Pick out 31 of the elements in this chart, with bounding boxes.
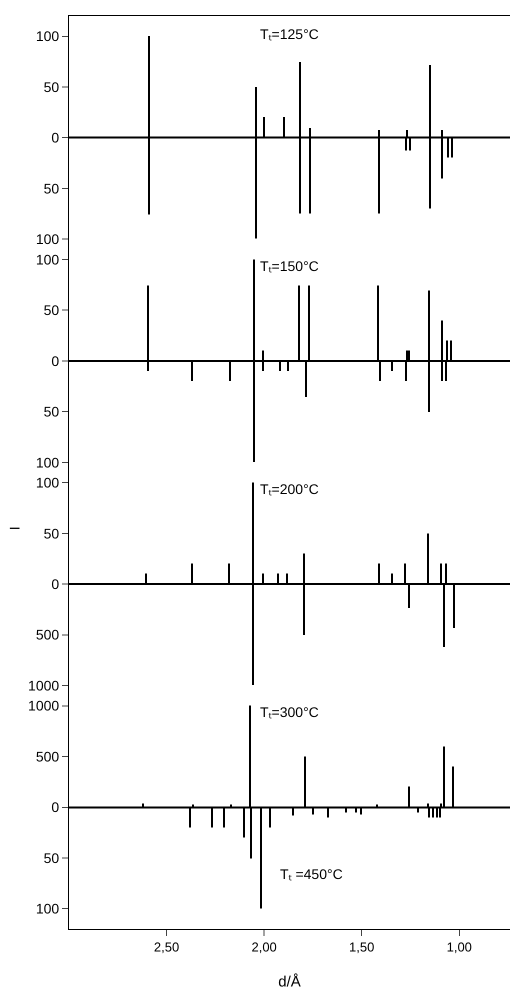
y-tick-label: 50 xyxy=(44,180,60,196)
y-tick-label: 50 xyxy=(44,404,60,420)
y-tick-label: 100 xyxy=(36,900,60,917)
y-tick-label: 0 xyxy=(51,130,60,146)
y-tick-label: 500 xyxy=(36,626,60,643)
y-tick-label: 100 xyxy=(36,28,60,44)
annotation: Tₜ=150°C xyxy=(260,258,319,274)
y-tick-label: 1000 xyxy=(28,677,60,694)
y-tick-label: 0 xyxy=(51,799,60,816)
annotation: Tₜ=125°C xyxy=(260,26,319,42)
y-tick-label: 100 xyxy=(36,231,60,248)
y-tick-label: 50 xyxy=(44,850,60,866)
annotation: Tₜ=200°C xyxy=(260,481,319,497)
y-tick-label: 500 xyxy=(36,748,60,764)
x-tick-label: 2,50 xyxy=(154,940,180,955)
y-tick-label: 100 xyxy=(36,474,60,491)
x-tick-label: 2,00 xyxy=(251,940,277,955)
annotation: Tₜ =450°C xyxy=(280,866,343,882)
y-tick-label: 100 xyxy=(36,251,60,268)
y-tick-label: 50 xyxy=(44,78,60,95)
x-tick-label: 1,00 xyxy=(446,940,472,955)
y-tick-label: 0 xyxy=(51,576,60,592)
x-axis-title: d/Å xyxy=(278,972,301,991)
y-tick-label: 50 xyxy=(44,525,60,542)
annotation: Tₜ=300°C xyxy=(260,704,319,720)
x-tick-label: 1,50 xyxy=(349,940,374,955)
y-tick-label: 0 xyxy=(51,352,60,369)
y-tick-label: 50 xyxy=(44,302,60,318)
y-axis-title: I xyxy=(6,526,22,530)
y-tick-label: 1000 xyxy=(28,698,60,714)
y-tick-label: 100 xyxy=(36,454,60,470)
